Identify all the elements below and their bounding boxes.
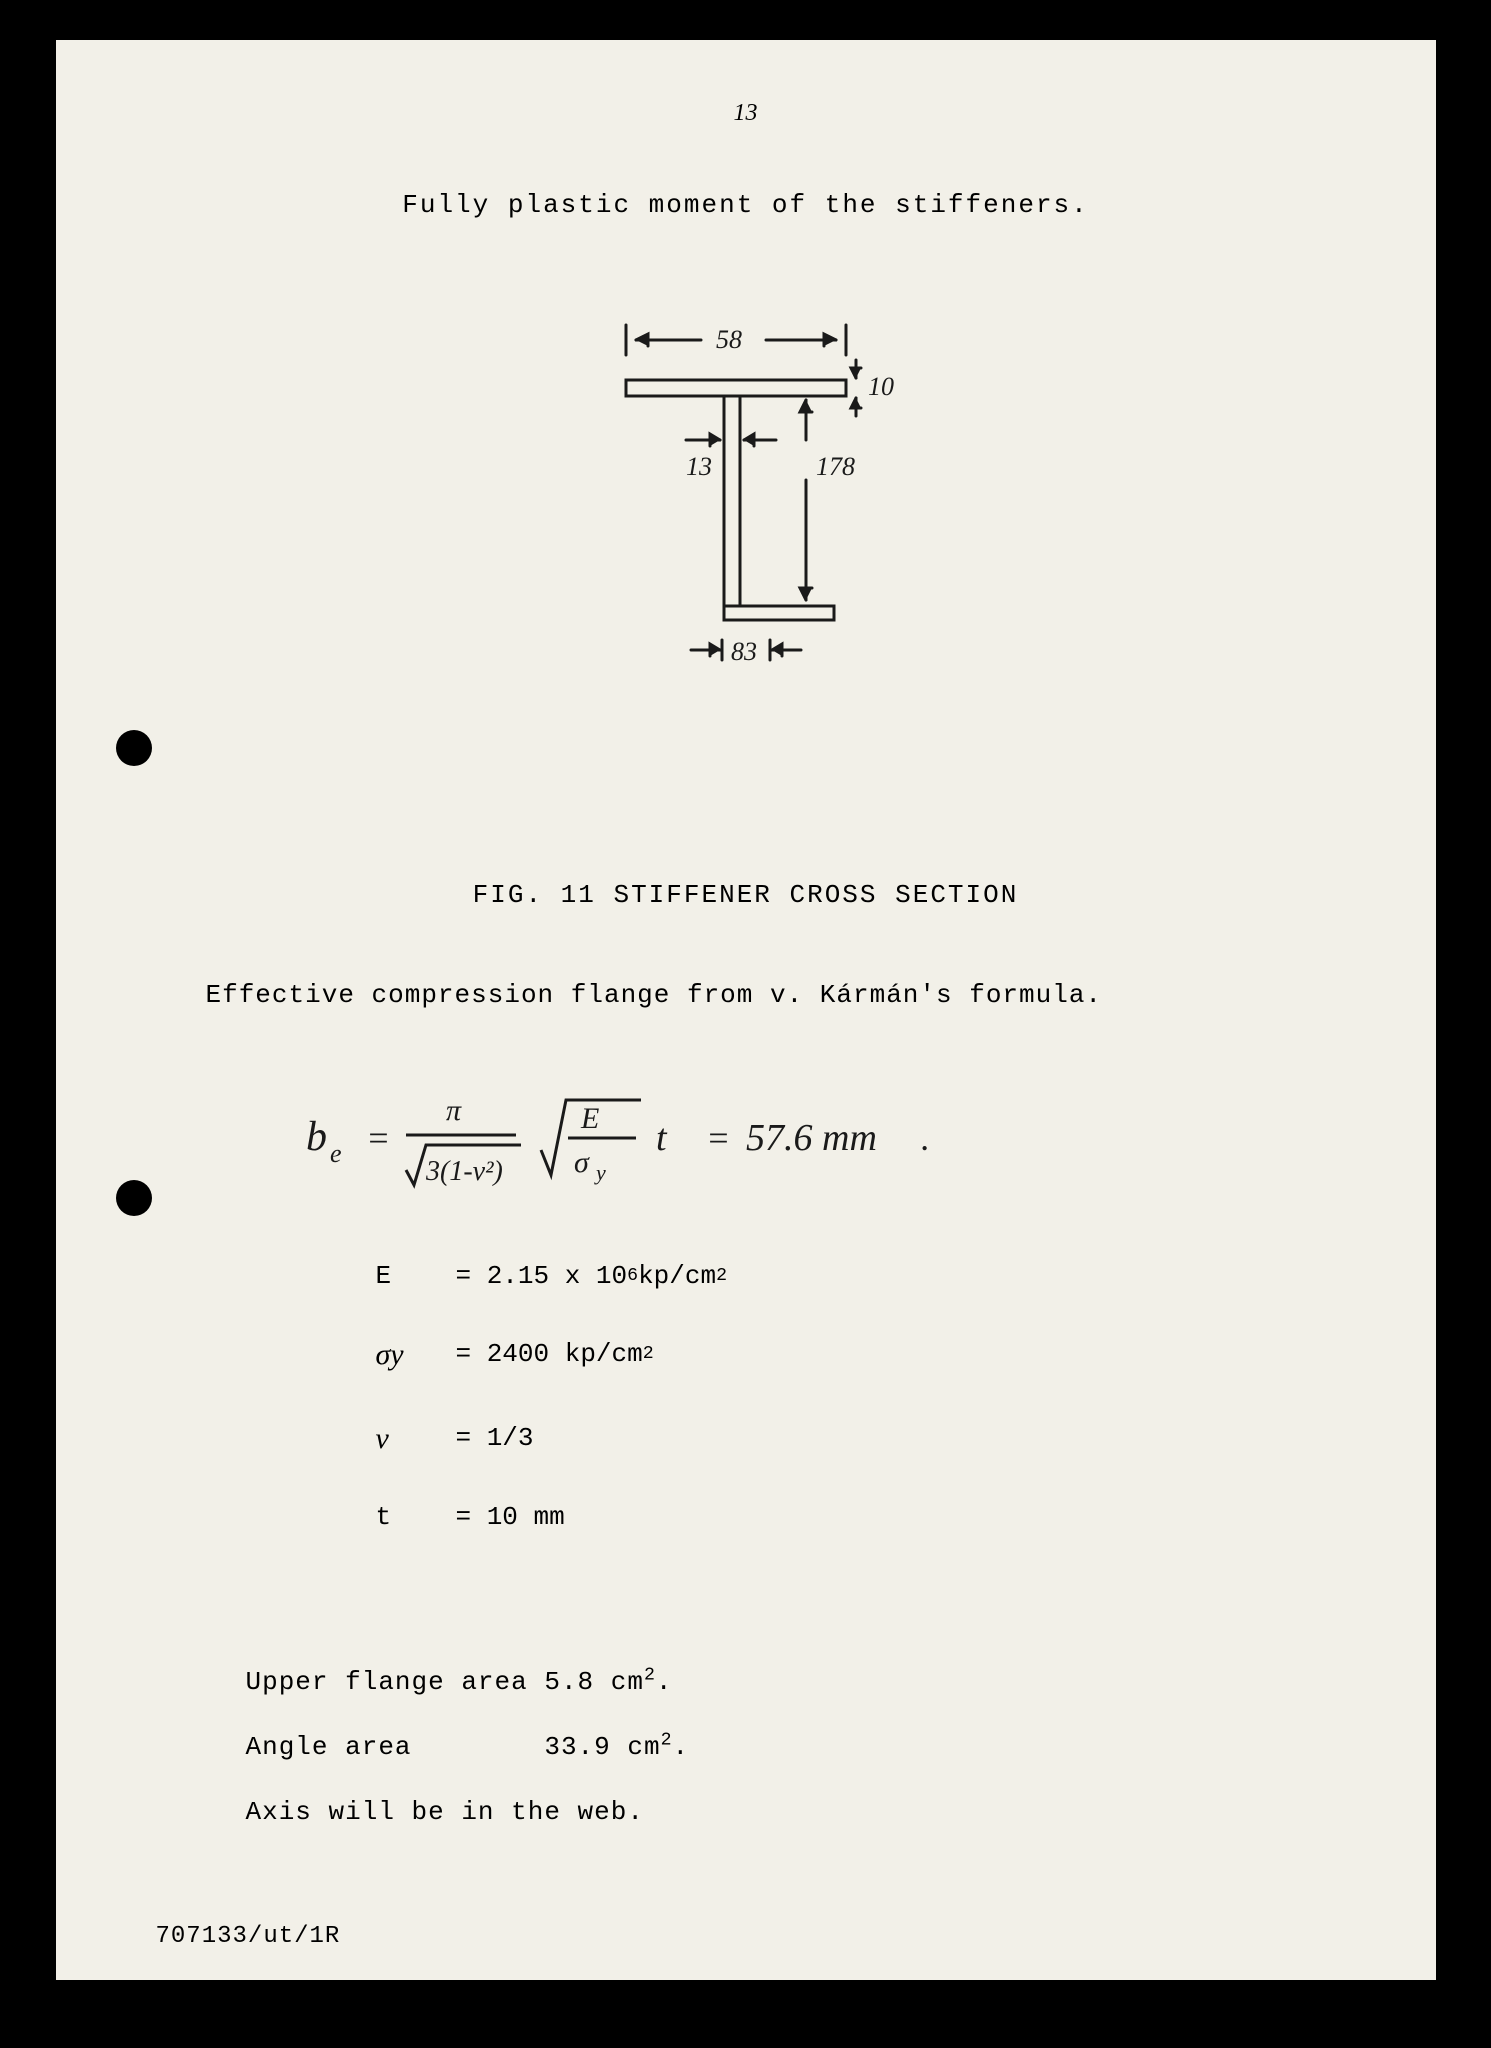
param-sigma-y: σy = 2400 kp/cm2 xyxy=(376,1313,728,1397)
dim-bottom-width: 83 xyxy=(731,637,757,666)
formula-intro: Effective compression flange from v. Kár… xyxy=(206,980,1356,1010)
angle-area: Angle area 33.9 cm2. xyxy=(246,1715,690,1780)
page-number: 13 xyxy=(734,100,758,127)
param-t: t = 10 mm xyxy=(376,1481,728,1554)
formula-result: 57.6 mm xyxy=(746,1117,877,1159)
document-id: 707133/ut/1R xyxy=(156,1923,341,1950)
punch-hole xyxy=(116,1180,152,1216)
dim-height: 178 xyxy=(816,452,855,481)
karman-formula: b e = π 3(1-ν²) E σ y t = 57.6 mm . xyxy=(306,1080,1086,1200)
svg-text:π: π xyxy=(446,1094,462,1127)
parameter-list: E = 2.15 x 106 kp/cm2 σy = 2400 kp/cm2 ν… xyxy=(376,1240,728,1554)
page-title: Fully plastic moment of the stiffeners. xyxy=(56,190,1436,220)
svg-text:e: e xyxy=(330,1139,342,1168)
svg-text:t: t xyxy=(656,1117,668,1159)
dim-top-width: 58 xyxy=(716,325,742,354)
svg-text:.: . xyxy=(921,1118,930,1158)
param-E: E = 2.15 x 106 kp/cm2 xyxy=(376,1240,728,1313)
svg-text:E: E xyxy=(580,1102,599,1135)
svg-text:σ: σ xyxy=(574,1146,590,1179)
dim-top-thickness: 10 xyxy=(868,372,894,401)
area-results: Upper flange area 5.8 cm2. Angle area 33… xyxy=(246,1650,690,1845)
svg-text:y: y xyxy=(594,1160,606,1185)
upper-flange-area: Upper flange area 5.8 cm2. xyxy=(246,1650,690,1715)
axis-note: Axis will be in the web. xyxy=(246,1780,690,1845)
stiffener-cross-section-diagram: 58 10 13 178 83 xyxy=(536,300,956,700)
param-nu: ν = 1/3 xyxy=(376,1397,728,1481)
figure-caption: FIG. 11 STIFFENER CROSS SECTION xyxy=(56,880,1436,910)
dim-web-thickness: 13 xyxy=(686,452,712,481)
svg-text:3(1-ν²): 3(1-ν²) xyxy=(425,1156,503,1187)
punch-hole xyxy=(116,730,152,766)
scanned-page: 13 Fully plastic moment of the stiffener… xyxy=(56,40,1436,1980)
svg-text:=: = xyxy=(366,1118,390,1158)
svg-text:=: = xyxy=(706,1118,730,1158)
svg-text:b: b xyxy=(306,1114,327,1160)
